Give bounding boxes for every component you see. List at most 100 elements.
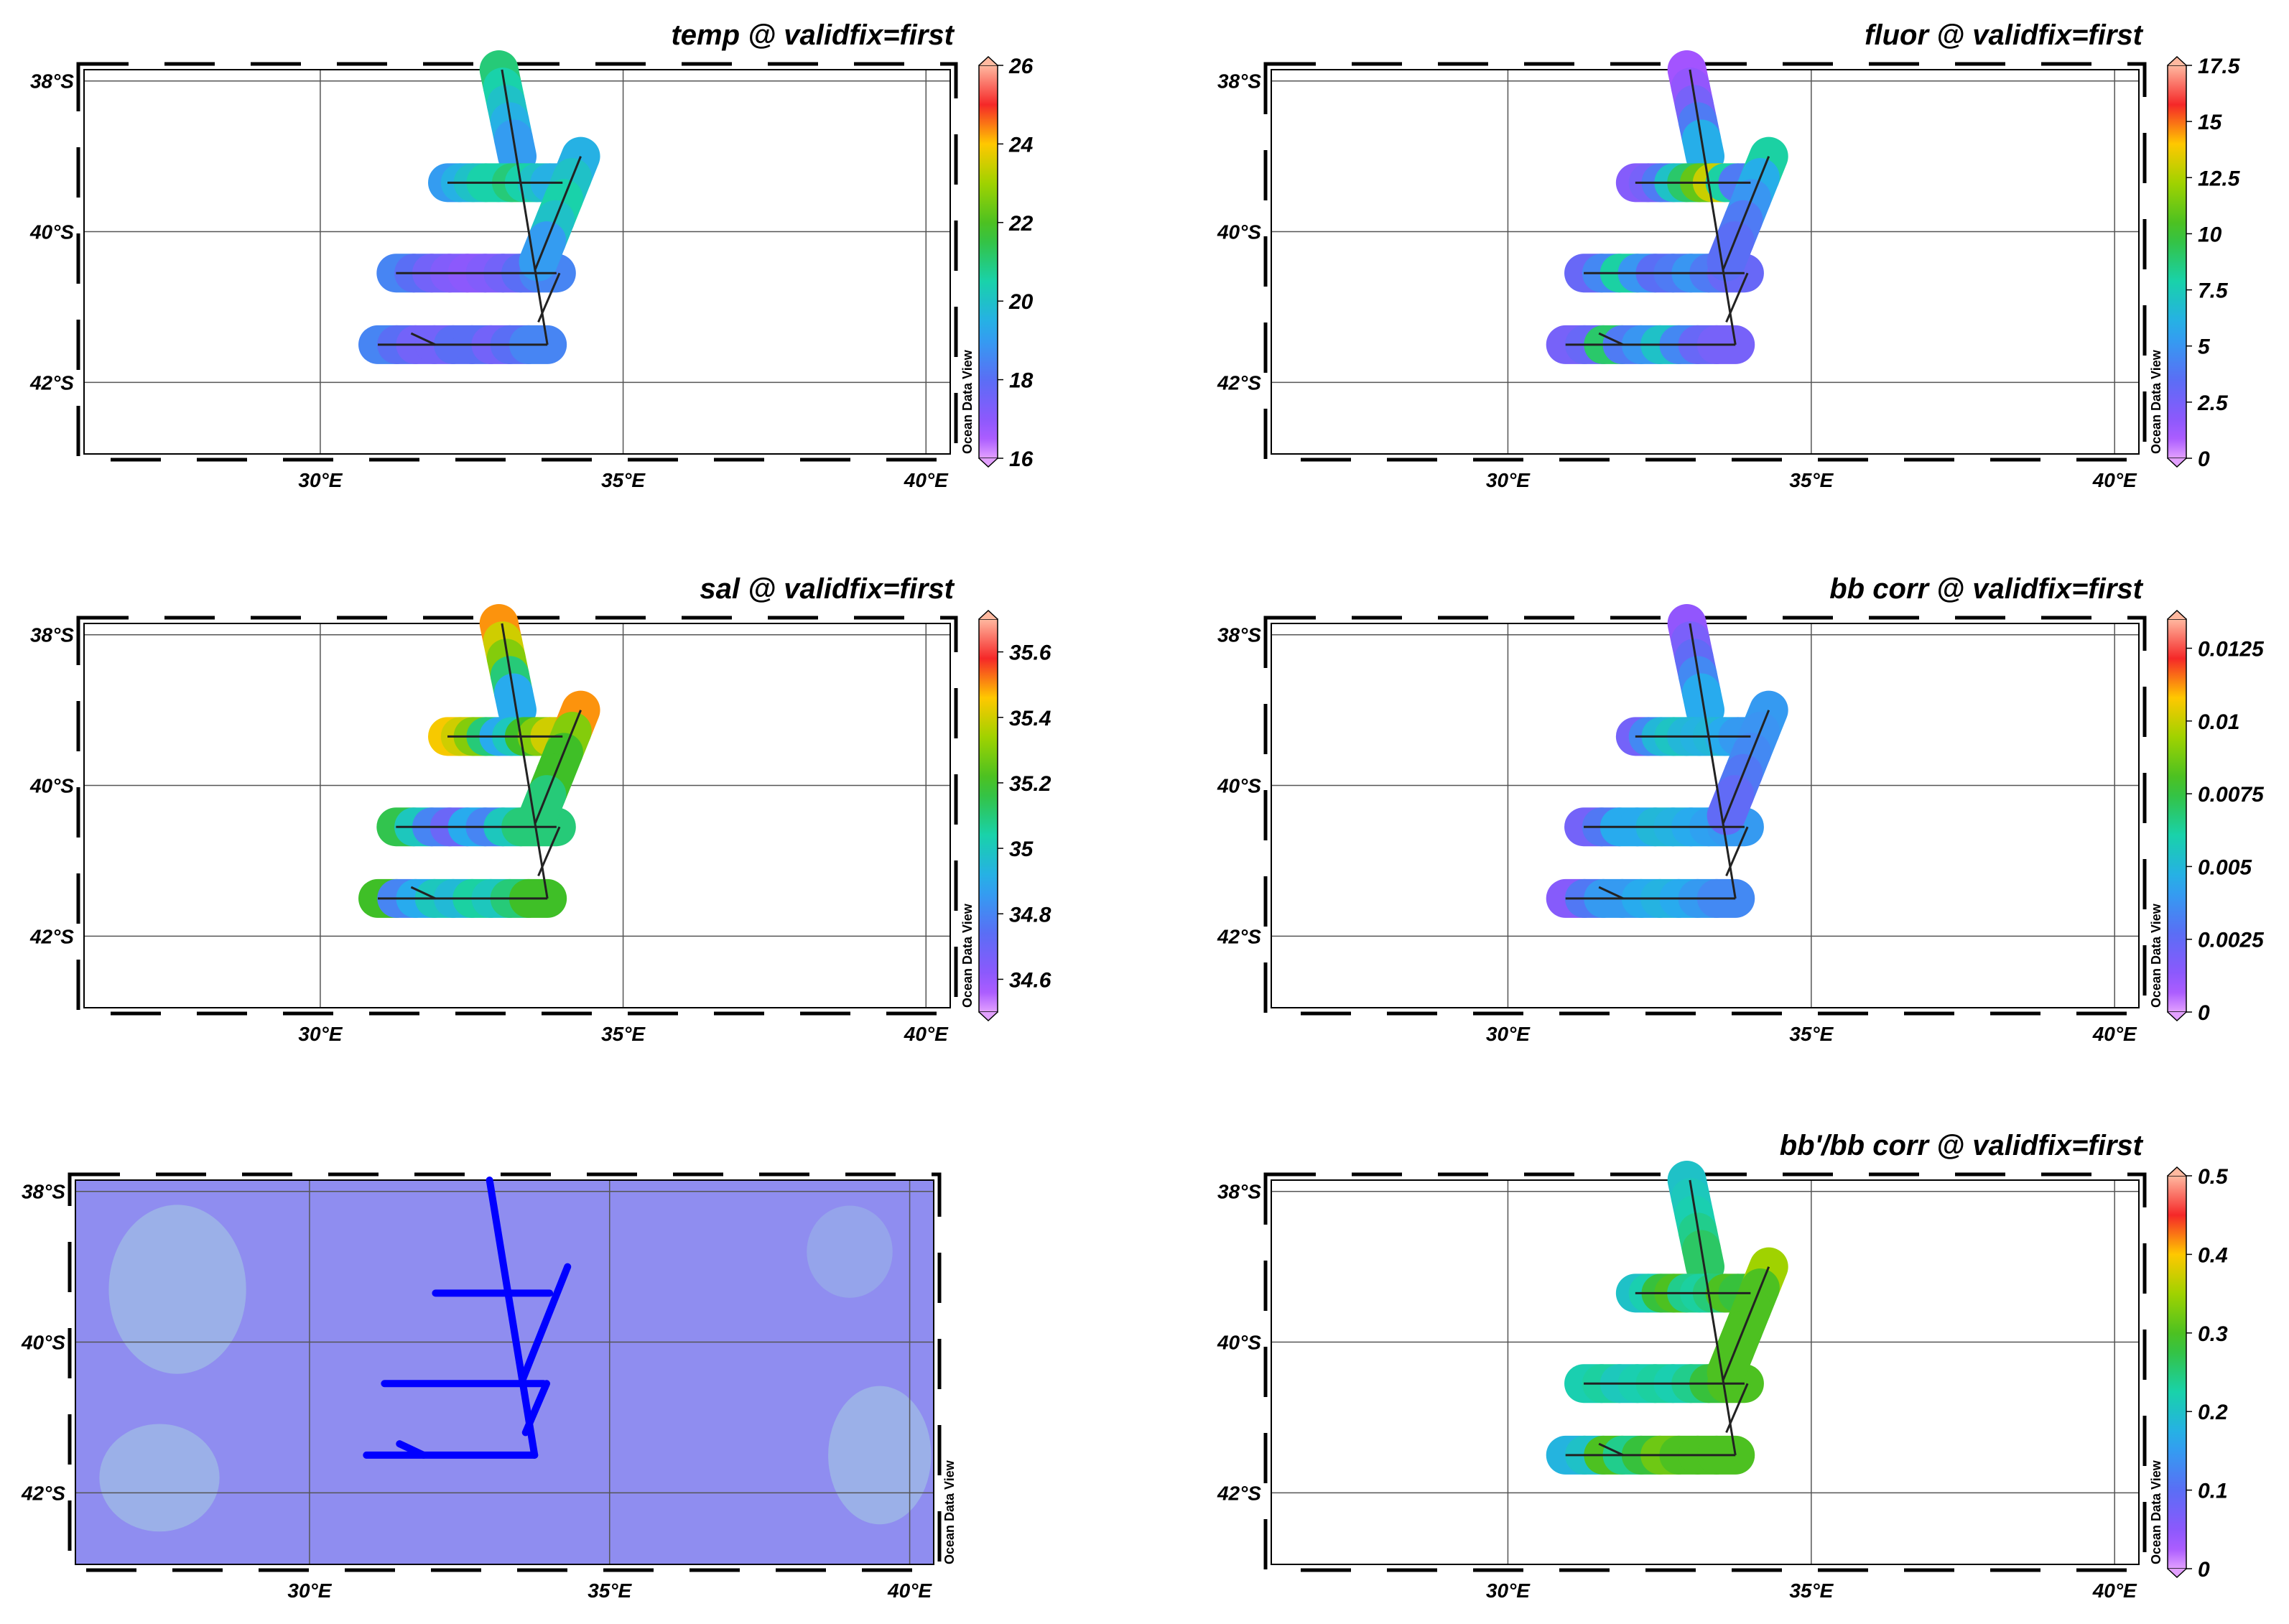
colorbar-cap-bottom bbox=[2167, 1568, 2187, 1579]
cruise-track-line bbox=[534, 156, 582, 270]
colorbar-tick-label: 5 bbox=[2198, 335, 2211, 359]
colorbar-tick-label: 0.5 bbox=[2198, 1165, 2229, 1189]
colorbar-cap-top bbox=[978, 609, 998, 620]
colorbar-gradient bbox=[2167, 65, 2187, 459]
map-panels: temp @ validfix=first 38°S 40°S 42°S 30°E 35°… bbox=[21, 19, 2265, 1602]
odv-watermark: Ocean Data View bbox=[960, 903, 975, 1008]
odv-watermark: Ocean Data View bbox=[960, 349, 975, 454]
colorbar-tick-label: 7.5 bbox=[2198, 279, 2229, 303]
colorbar-tick-label: 0.1 bbox=[2198, 1480, 2228, 1503]
lat-tick-label: 38°S bbox=[30, 624, 74, 646]
cruise-track-line bbox=[1722, 1266, 1770, 1381]
cruise-track-overlay bbox=[378, 69, 582, 346]
lon-tick-label: 30°E bbox=[1486, 1579, 1531, 1602]
cruise-track-line bbox=[537, 826, 561, 877]
colorbar: 35.6 35.4 35.2 35 34.8 34.6 bbox=[978, 609, 1051, 1022]
lat-tick-label: 38°S bbox=[1217, 70, 1261, 93]
colorbar: 0.5 0.4 0.3 0.2 0.1 0 bbox=[2167, 1165, 2229, 1582]
station-markers bbox=[521, 1380, 550, 1437]
panel-title: temp @ validfix=first bbox=[671, 19, 955, 51]
colorbar-tick-label: 10 bbox=[2198, 223, 2222, 246]
cruise-track-line bbox=[1725, 272, 1749, 323]
colorbar-tick-label: 0 bbox=[2198, 447, 2210, 471]
colorbar-cap-bottom bbox=[978, 458, 998, 468]
colorbar-gradient bbox=[978, 618, 998, 1013]
colorbar-cap-top bbox=[978, 55, 998, 66]
map-panel-stations: 38°S 40°S 42°S 30°E 35°E 40°E Ocean Data View bbox=[21, 1172, 957, 1602]
basemap-bathymetry bbox=[75, 1180, 934, 1564]
map-frame-dashed bbox=[68, 1172, 942, 1572]
lat-tick-label: 38°S bbox=[22, 1181, 65, 1203]
cruise-track-line bbox=[1725, 826, 1749, 877]
cruise-track-line bbox=[1722, 710, 1770, 824]
cruise-track-line bbox=[410, 886, 436, 900]
colorbar-tick-label: 0.2 bbox=[2198, 1401, 2228, 1424]
lon-tick-label: 40°E bbox=[904, 1023, 949, 1045]
lat-tick-label: 40°S bbox=[1217, 1332, 1261, 1354]
colorbar-tick-label: 0.01 bbox=[2198, 710, 2239, 734]
colorbar-tick-label: 26 bbox=[1008, 55, 1034, 78]
cruise-track-line bbox=[1725, 1383, 1749, 1434]
colorbar-tick-label: 35.4 bbox=[1009, 707, 1051, 730]
lon-tick-label: 30°E bbox=[298, 1023, 343, 1045]
lon-tick-label: 30°E bbox=[287, 1579, 332, 1602]
colorbar-tick-label: 15 bbox=[2198, 111, 2223, 134]
colorbar: 17.5 15 12.5 10 7.5 5 2.5 0 bbox=[2167, 55, 2241, 471]
map-panel-fluor: fluor @ validfix=first 38°S 40°S 42°S 30°E 35… bbox=[1217, 19, 2241, 491]
lon-tick-label: 35°E bbox=[588, 1579, 632, 1602]
colorbar-cap-bottom bbox=[2167, 458, 2187, 468]
colorbar-tick-label: 12.5 bbox=[2198, 167, 2241, 190]
map-panel-temp: temp @ validfix=first 38°S 40°S 42°S 30°E 35°… bbox=[29, 19, 1034, 491]
lon-tick-label: 35°E bbox=[1789, 1579, 1834, 1602]
lat-tick-label: 42°S bbox=[21, 1482, 65, 1504]
colorbar-cap-top bbox=[2167, 1166, 2187, 1177]
basemap-shallow-region bbox=[108, 1205, 246, 1374]
cruise-track-line bbox=[1689, 1179, 1737, 1456]
colorbar-tick-label: 0 bbox=[2198, 1558, 2210, 1582]
basemap-shallow-region bbox=[828, 1386, 932, 1525]
lat-tick-label: 42°S bbox=[29, 371, 74, 394]
lon-tick-label: 40°E bbox=[2092, 1579, 2137, 1602]
colorbar-cap-top bbox=[2167, 55, 2187, 66]
station-markers bbox=[486, 1177, 539, 1459]
colorbar-gradient bbox=[978, 65, 998, 459]
cruise-track-line bbox=[1598, 886, 1624, 900]
panel-title: bb'/bb corr @ validfix=first bbox=[1780, 1130, 2144, 1161]
colorbar-tick-label: 16 bbox=[1009, 447, 1034, 471]
colorbar-tick-label: 20 bbox=[1008, 290, 1034, 314]
colorbar-tick-label: 22 bbox=[1008, 212, 1034, 236]
colorbar-tick-label: 18 bbox=[1009, 369, 1034, 393]
lat-tick-label: 38°S bbox=[1217, 624, 1261, 646]
cruise-track-line bbox=[501, 623, 549, 899]
colorbar-tick-label: 17.5 bbox=[2198, 55, 2241, 78]
lat-tick-label: 42°S bbox=[1217, 925, 1261, 947]
panel-title: fluor @ validfix=first bbox=[1865, 19, 2144, 51]
map-frame bbox=[75, 1179, 934, 1565]
cruise-track-overlay bbox=[378, 623, 582, 900]
lon-tick-label: 35°E bbox=[601, 469, 646, 491]
colorbar-tick-label: 35 bbox=[1009, 837, 1034, 861]
lon-tick-label: 40°E bbox=[2092, 469, 2137, 491]
lat-tick-label: 38°S bbox=[30, 70, 74, 93]
colorbar-cap-top bbox=[2167, 609, 2187, 620]
cruise-track-line bbox=[1689, 69, 1737, 345]
colorbar-gradient bbox=[2167, 618, 2187, 1013]
station-markers bbox=[519, 1263, 572, 1383]
colorbar-tick-label: 2.5 bbox=[2197, 391, 2229, 415]
colorbar-tick-label: 0.0125 bbox=[2198, 638, 2265, 662]
cruise-track-line bbox=[537, 272, 561, 323]
cruise-track-line bbox=[1689, 623, 1737, 899]
lat-tick-label: 40°S bbox=[1217, 221, 1261, 243]
colorbar-tick-label: 0 bbox=[2198, 1001, 2210, 1025]
lat-tick-label: 40°S bbox=[21, 1332, 65, 1354]
lat-tick-label: 42°S bbox=[29, 925, 74, 947]
basemap-shallow-region bbox=[99, 1424, 220, 1532]
colorbar-tick-label: 0.0025 bbox=[2198, 929, 2265, 952]
colorbar-tick-label: 0.4 bbox=[2198, 1243, 2228, 1267]
odv-watermark: Ocean Data View bbox=[2149, 349, 2163, 454]
panel-title: sal @ validfix=first bbox=[700, 573, 955, 605]
lon-tick-label: 30°E bbox=[298, 469, 343, 491]
cruise-track-line bbox=[410, 332, 436, 346]
lat-tick-label: 42°S bbox=[1217, 371, 1261, 394]
